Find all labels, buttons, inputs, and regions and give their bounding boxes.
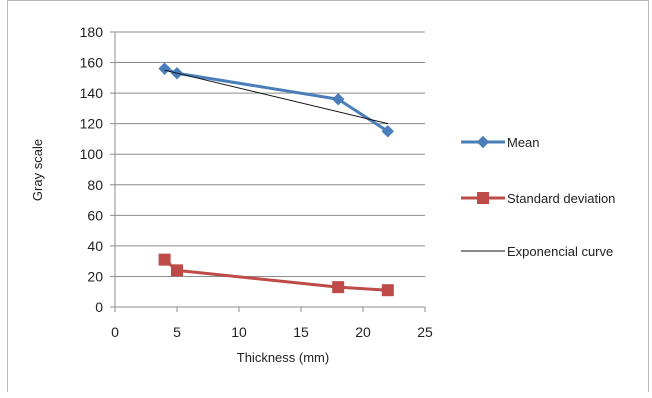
- series-layer: [158, 62, 395, 297]
- std-point: [381, 284, 394, 297]
- legend: Mean Standard deviation Exponencial curve: [461, 135, 615, 259]
- legend-entry: Exponencial curve: [461, 244, 613, 259]
- std-point: [171, 264, 183, 277]
- line-chart: 0 20 40 60 80 100 120 140 160 180 0 5 10 15 20 25 Gray …: [30, 24, 615, 365]
- x-tick-label: 20: [355, 324, 371, 340]
- y-tick-label: 40: [87, 238, 103, 254]
- gridlines: [115, 31, 425, 277]
- std-point: [158, 253, 171, 266]
- y-tick-label: 80: [87, 177, 103, 193]
- axes: 0 20 40 60 80 100 120 140 160 180 0 5 10 15 20 25: [80, 24, 433, 340]
- x-axis-title: Thickness (mm): [237, 350, 329, 365]
- x-tick-label: 25: [417, 324, 433, 340]
- y-tick-label: 0: [95, 299, 103, 315]
- legend-label: Exponencial curve: [507, 244, 613, 259]
- y-tick-label: 120: [80, 116, 104, 132]
- x-tick-label: 5: [173, 324, 181, 340]
- mean-point: [476, 135, 490, 149]
- legend-label: Mean: [507, 135, 540, 150]
- std-point: [477, 192, 489, 204]
- x-tick-label: 15: [293, 324, 309, 340]
- x-tick-label: 0: [111, 324, 119, 340]
- y-tick-label: 100: [80, 146, 104, 162]
- mean-point: [381, 125, 395, 138]
- mean-line: [164, 67, 389, 133]
- legend-label: Standard deviation: [507, 191, 615, 206]
- mean-point: [331, 93, 345, 106]
- y-tick-label: 140: [80, 85, 104, 101]
- exponencial-curve-line: [164, 69, 388, 125]
- y-tick-label: 160: [80, 55, 104, 71]
- x-tick-label: 10: [231, 324, 247, 340]
- chart-frame: 0 20 40 60 80 100 120 140 160 180 0 5 10 15 20 25 Gray …: [7, 0, 649, 392]
- std-point: [332, 281, 345, 294]
- std-line: [163, 258, 388, 292]
- y-tick-label: 180: [80, 24, 104, 40]
- y-tick-label: 20: [87, 268, 103, 284]
- legend-entry: Mean: [461, 135, 540, 150]
- y-tick-label: 60: [87, 207, 103, 223]
- y-axis-title: Gray scale: [30, 139, 45, 201]
- legend-entry: Standard deviation: [461, 191, 615, 206]
- mean-point: [158, 62, 171, 75]
